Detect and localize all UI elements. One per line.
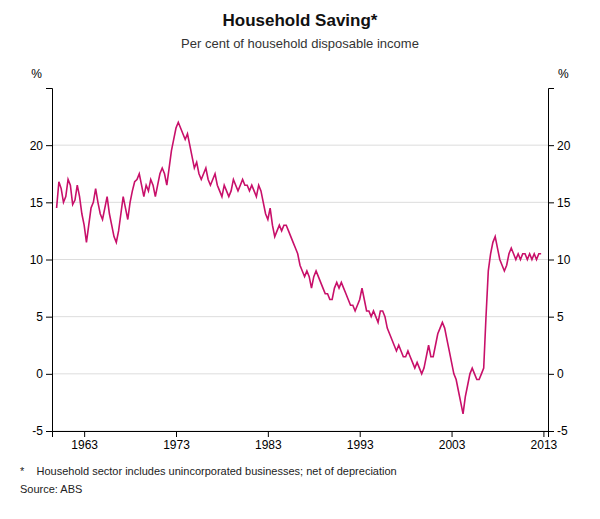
- annotation: * Household sector includes unincorporat…: [20, 465, 397, 477]
- tick-mark: [548, 431, 554, 432]
- chart: Household Saving* Per cent of household d…: [0, 0, 600, 519]
- tick: 0: [548, 367, 564, 381]
- marks: [57, 122, 542, 414]
- tick: -5: [548, 424, 568, 438]
- tick-label: 1983: [255, 438, 282, 452]
- y-axis-label: %: [31, 67, 42, 81]
- tick: 2003: [439, 431, 466, 452]
- tick: 1993: [347, 431, 374, 452]
- axis-line: [549, 89, 555, 432]
- tick-label: 5: [36, 310, 43, 324]
- grid-line: [52, 316, 548, 317]
- tick-label: -5: [32, 424, 43, 438]
- tick-mark: [46, 202, 52, 203]
- annotation: Source: ABS: [20, 483, 82, 495]
- tick-mark: [548, 317, 554, 318]
- y2-axis: -5 0 5 10 15 20: [548, 89, 571, 439]
- tick: 15: [548, 196, 571, 210]
- tick: 20: [30, 139, 52, 153]
- tick: -5: [32, 424, 52, 438]
- tick-mark: [176, 431, 177, 437]
- tick-mark: [84, 431, 85, 437]
- tick-mark: [452, 431, 453, 437]
- tick: 10: [30, 253, 52, 267]
- plot-area: 196319731983199320032013-505101520-50510…: [30, 67, 571, 452]
- tick-mark: [543, 431, 544, 437]
- tick-mark: [268, 431, 269, 437]
- tick: 20: [548, 139, 571, 153]
- tick: 15: [30, 196, 52, 210]
- line: [57, 122, 542, 414]
- tick-mark: [46, 374, 52, 375]
- tick-label: 15: [30, 196, 44, 210]
- tick-label: 1993: [347, 438, 374, 452]
- tick: 5: [548, 310, 564, 324]
- tick-mark: [548, 145, 554, 146]
- grid-line: [52, 259, 548, 260]
- tick: 5: [36, 310, 52, 324]
- tick-mark: [548, 260, 554, 261]
- subtitle: Per cent of household disposable income: [181, 36, 419, 51]
- tick: 10: [548, 253, 571, 267]
- tick-label: 20: [30, 139, 44, 153]
- tick-label: 1963: [71, 438, 98, 452]
- tick-label: 10: [557, 253, 571, 267]
- tick: 1983: [255, 431, 282, 452]
- tick-label: 10: [30, 253, 44, 267]
- tick-mark: [548, 202, 554, 203]
- axis-line: [53, 432, 549, 438]
- tick-label: -5: [557, 424, 568, 438]
- tick: 1963: [71, 431, 98, 452]
- grid: [52, 145, 548, 431]
- tick-mark: [46, 431, 52, 432]
- tick-label: 5: [557, 310, 564, 324]
- tick: 2013: [531, 431, 558, 452]
- tick-label: 2013: [531, 438, 558, 452]
- grid-line: [52, 202, 548, 203]
- tick: 1973: [163, 431, 190, 452]
- tick-label: 0: [36, 367, 43, 381]
- tick-mark: [548, 374, 554, 375]
- tick-label: 20: [557, 139, 571, 153]
- tick-label: 1973: [163, 438, 190, 452]
- y2-axis-label: %: [558, 67, 569, 81]
- tick-label: 2003: [439, 438, 466, 452]
- axis-line: [46, 89, 53, 432]
- tick-mark: [360, 431, 361, 437]
- title: Household Saving*: [223, 11, 378, 30]
- tick-label: 15: [557, 196, 571, 210]
- tick-mark: [46, 317, 52, 318]
- tick-mark: [46, 145, 52, 146]
- x-axis: 1963 1973 1983 1993 2003 2013: [53, 431, 558, 452]
- grid-line: [52, 145, 548, 146]
- y-axis: -5 0 5 10 15 20: [30, 89, 53, 439]
- tick: 0: [36, 367, 52, 381]
- tick-mark: [46, 260, 52, 261]
- tick-label: 0: [557, 367, 564, 381]
